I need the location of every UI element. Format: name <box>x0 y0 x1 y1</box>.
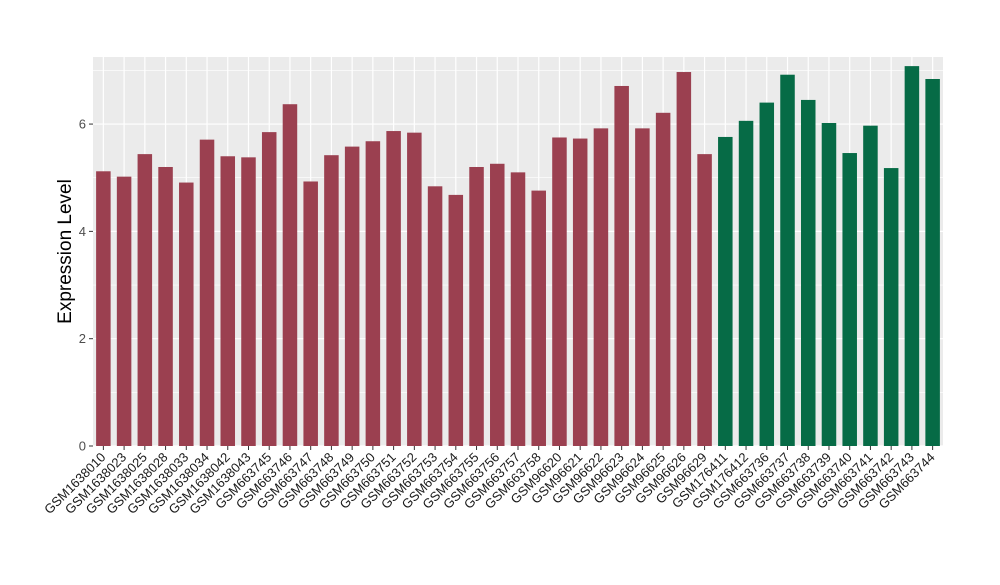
bar <box>282 104 298 446</box>
bar <box>427 186 443 446</box>
bar <box>116 176 132 446</box>
bar <box>199 139 215 446</box>
bar <box>531 190 546 446</box>
bar <box>448 194 464 446</box>
bar <box>635 128 650 446</box>
y-tick-label: 6 <box>79 117 86 132</box>
bar <box>490 163 505 446</box>
bar <box>655 112 671 446</box>
bar <box>510 172 526 446</box>
bar <box>469 166 484 446</box>
bar <box>344 146 360 447</box>
bar <box>842 153 857 446</box>
bar <box>324 155 339 446</box>
bar <box>800 99 816 447</box>
y-axis: 0 2 4 6 <box>79 117 93 454</box>
bar <box>738 120 754 446</box>
bar <box>158 166 173 446</box>
bar <box>572 138 588 447</box>
bar <box>883 168 899 446</box>
y-axis-label: Expression Level <box>55 179 76 324</box>
bar <box>593 128 609 446</box>
y-tick-label: 2 <box>79 331 86 346</box>
bar <box>96 171 111 446</box>
bar <box>365 141 381 446</box>
y-tick-label: 4 <box>79 224 86 239</box>
bar <box>386 131 401 447</box>
bar <box>697 154 712 447</box>
bar <box>759 102 775 446</box>
bars <box>96 66 940 447</box>
bar <box>863 125 878 446</box>
bar <box>904 66 920 447</box>
bar <box>821 122 837 447</box>
bar <box>780 74 795 446</box>
bar <box>676 72 692 447</box>
bar <box>137 154 153 447</box>
x-axis: GSM1638010GSM1638023GSM1638025GSM1638028… <box>41 446 938 517</box>
bar <box>179 182 194 446</box>
bar <box>407 132 422 446</box>
bar <box>925 78 940 446</box>
bar <box>614 85 629 447</box>
bar <box>220 156 236 446</box>
bar <box>718 136 733 446</box>
y-tick-label: 0 <box>79 439 86 454</box>
bar <box>241 157 256 446</box>
bar <box>552 137 567 446</box>
bar <box>261 132 277 446</box>
bar <box>303 181 318 447</box>
